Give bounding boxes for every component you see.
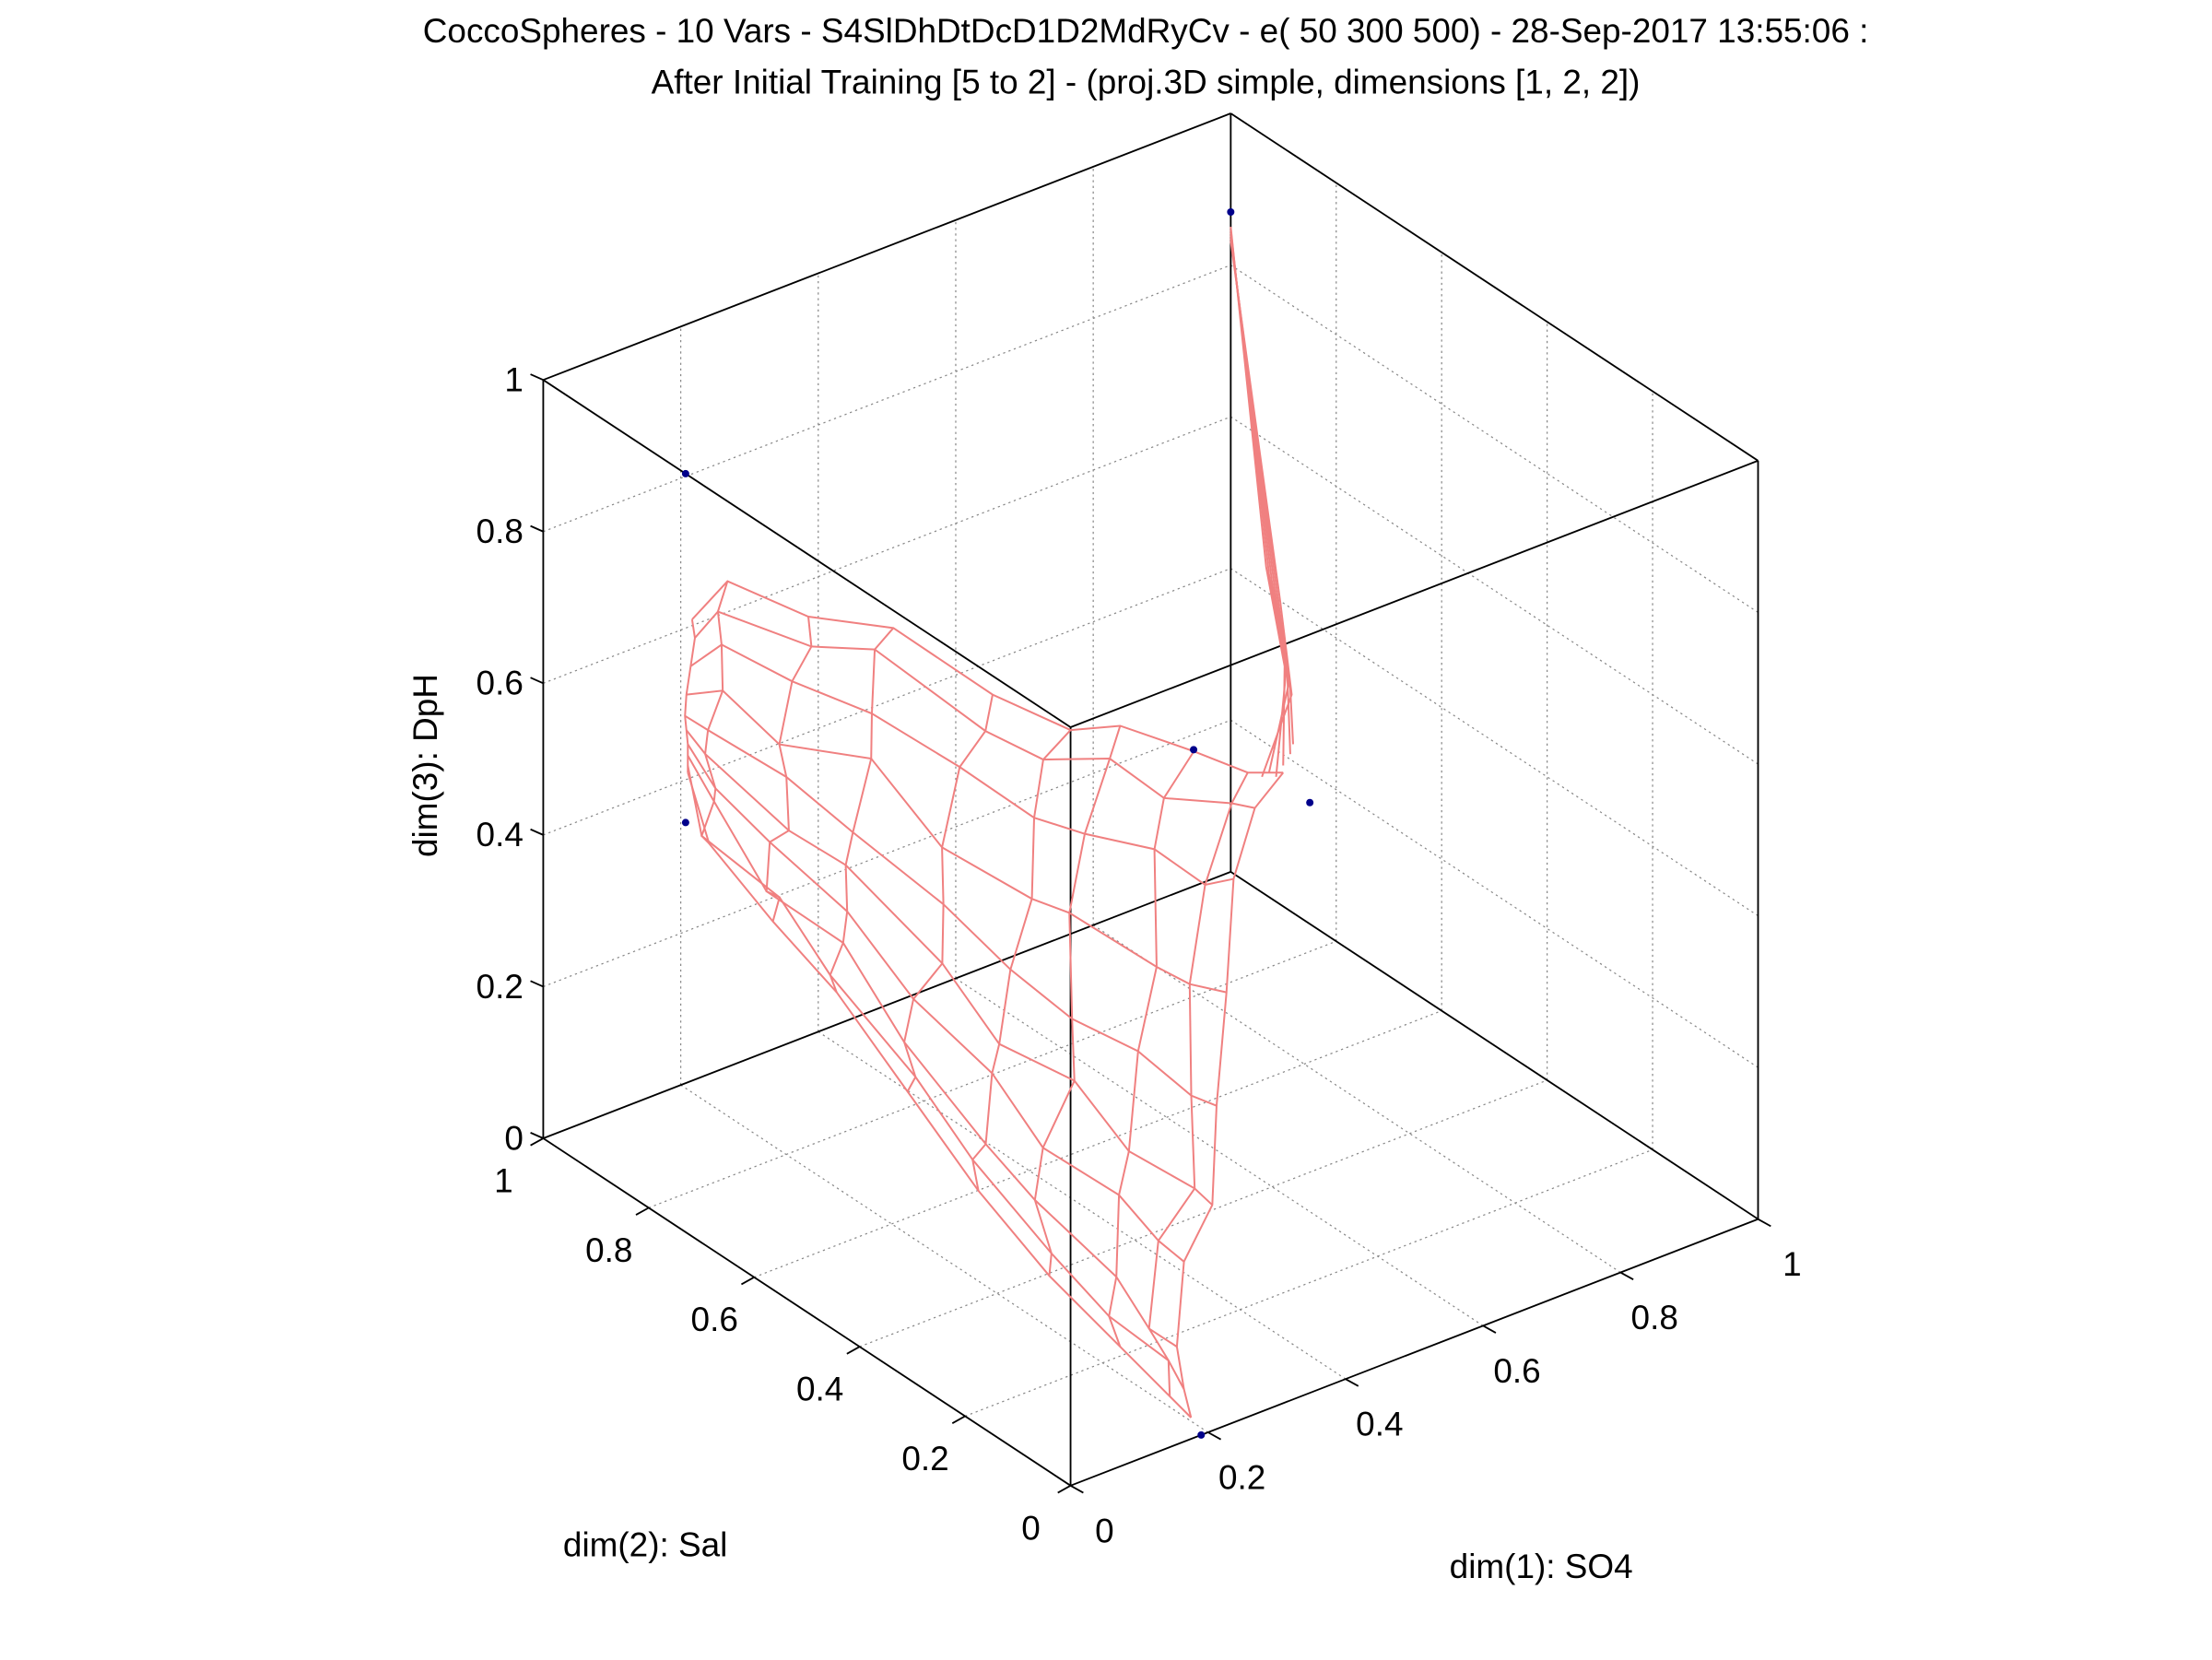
y-tick-mark <box>846 1346 861 1355</box>
mesh-line <box>903 694 994 1092</box>
mesh-spike-line <box>1230 230 1288 777</box>
y-tick-label: 0.2 <box>901 1440 948 1478</box>
mesh-line <box>971 729 1072 1192</box>
mesh-line <box>1147 771 1249 1396</box>
x-tick-label: 0.4 <box>1356 1406 1403 1443</box>
grid-line <box>1230 719 1759 1068</box>
mesh-line <box>684 618 696 773</box>
box-edge <box>1070 1218 1759 1487</box>
mesh-line <box>684 714 1218 1107</box>
z-axis-label: dim(3): DpH <box>406 674 444 857</box>
x-tick-label: 0 <box>1095 1512 1114 1549</box>
grid-line <box>754 1010 1442 1278</box>
x-tick-mark <box>1207 1431 1222 1441</box>
x-tick-label: 0.6 <box>1493 1352 1540 1390</box>
y-tick-mark <box>530 1137 544 1147</box>
y-tick-mark <box>740 1276 755 1286</box>
x-tick-label: 1 <box>1783 1245 1802 1283</box>
x-tick-mark <box>1619 1271 1634 1281</box>
z-tick-label: 1 <box>504 360 524 398</box>
z-tick-label: 0.6 <box>477 665 524 702</box>
mesh-line <box>1033 725 1122 1277</box>
box-edge <box>1230 871 1759 1220</box>
y-tick-label: 0 <box>1021 1509 1041 1547</box>
mesh-line <box>1108 750 1195 1348</box>
mesh-line <box>694 610 1255 809</box>
y-tick-label: 0.8 <box>585 1231 632 1269</box>
mesh-line <box>691 580 1284 774</box>
y-tick-mark <box>635 1207 650 1216</box>
data-point <box>1197 1430 1206 1439</box>
y-tick-mark <box>951 1415 966 1424</box>
y-axis-label: dim(2): Sal <box>563 1526 727 1564</box>
mesh-line <box>685 729 1214 1207</box>
mesh-spike-line <box>1230 241 1293 778</box>
mesh-line <box>829 627 895 993</box>
som-mesh <box>684 226 1295 1419</box>
grid-line <box>1230 265 1759 613</box>
chart-title-line2: After Initial Training [5 to 2] - (proj.… <box>652 64 1641 101</box>
grid-line <box>964 1148 1653 1418</box>
data-point <box>681 469 689 477</box>
box-edge <box>1070 459 1759 728</box>
x-axis-label: dim(1): SO4 <box>1450 1548 1633 1585</box>
grid-line <box>543 416 1231 684</box>
grid-lines <box>543 166 1759 1433</box>
mesh-line <box>687 765 1185 1390</box>
x-tick-mark <box>1345 1378 1359 1387</box>
box-edge <box>543 871 1231 1139</box>
grid-line <box>680 1084 1209 1433</box>
data-point <box>1190 746 1198 754</box>
tick-labels: 0 0 0 0.2 0.2 0.2 0.4 0.4 0.4 0.6 0.6 0.6 0.8 0.8 0.8 1… <box>477 360 1802 1549</box>
mesh-line <box>687 755 1178 1348</box>
z-tick-mark <box>530 980 544 988</box>
x-tick-mark <box>1758 1218 1771 1228</box>
grid-line <box>1230 568 1759 917</box>
box-edge <box>542 379 1072 728</box>
x-tick-mark <box>1482 1324 1497 1334</box>
grid-line <box>1230 416 1759 765</box>
x-tick-label: 0.8 <box>1631 1299 1678 1336</box>
data-point <box>1227 208 1235 217</box>
box-edge <box>542 1137 1072 1487</box>
grid-line <box>955 978 1484 1326</box>
grid-line <box>543 568 1231 836</box>
z-tick-label: 0.4 <box>477 816 524 854</box>
z-tick-mark <box>530 373 544 382</box>
mesh-line <box>687 743 1185 1263</box>
x-tick-mark <box>1070 1485 1084 1494</box>
data-points <box>681 208 1314 1439</box>
box-edge <box>1230 112 1759 462</box>
z-tick-label: 0.8 <box>477 512 524 550</box>
z-tick-mark <box>530 828 544 836</box>
grid-line <box>543 719 1231 988</box>
data-point <box>681 818 689 827</box>
mesh-line <box>765 616 813 922</box>
data-point <box>1306 798 1314 806</box>
x-tick-label: 0.2 <box>1218 1459 1265 1497</box>
mesh-line <box>689 643 1234 886</box>
z-tick-mark <box>530 677 544 685</box>
z-tick-mark <box>530 1132 544 1139</box>
y-tick-label: 1 <box>494 1161 513 1199</box>
box-edge <box>543 112 1231 382</box>
mesh-line <box>686 689 1227 994</box>
chart-title-line1: CoccoSpheres - 10 Vars - S4SlDhDtDcD1D2M… <box>423 12 1869 50</box>
grid-line <box>543 265 1231 533</box>
grid-line <box>818 1030 1347 1380</box>
grid-line <box>859 1079 1547 1348</box>
z-tick-label: 0 <box>504 1119 524 1157</box>
z-tick-mark <box>530 524 544 533</box>
y-tick-label: 0.6 <box>691 1301 738 1338</box>
y-tick-label: 0.4 <box>796 1371 843 1408</box>
y-tick-mark <box>1057 1485 1071 1494</box>
mesh-line <box>700 581 729 844</box>
z-tick-label: 0.2 <box>477 968 524 1006</box>
axes-box <box>542 112 1759 1487</box>
mesh-line <box>1175 771 1285 1419</box>
mesh-line <box>687 771 1192 1419</box>
